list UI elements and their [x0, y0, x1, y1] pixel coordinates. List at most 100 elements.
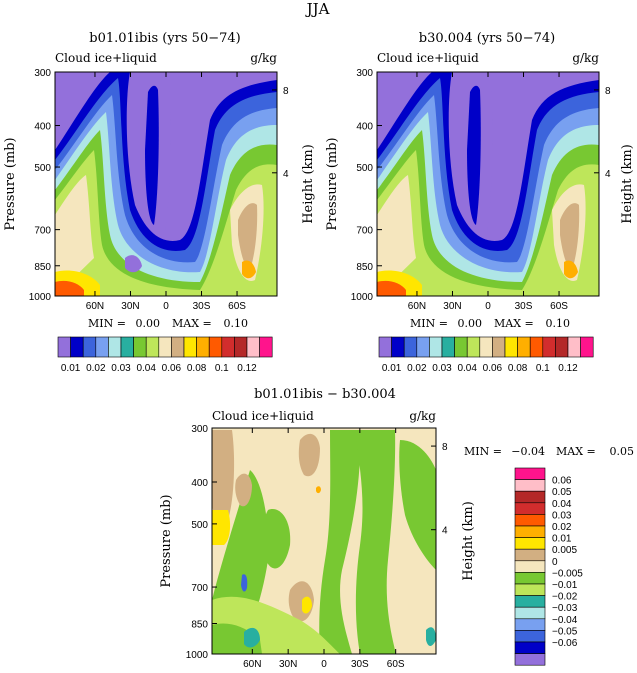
colorbar-label: 0.03 [432, 363, 452, 374]
x-tick-label: 30S [515, 301, 533, 312]
x-tick-label: 0 [485, 301, 491, 312]
colorbar-label: 0.02 [86, 363, 106, 374]
panel-b-min-label: MIN = [410, 317, 448, 330]
colorbar-box [221, 336, 235, 358]
colorbar-box [403, 336, 418, 358]
y-tick-label: 300 [191, 424, 208, 435]
colorbar-label: 0.1 [215, 363, 229, 374]
colorbar-label: 0.02 [407, 363, 427, 374]
x-tick-label: 60S [228, 301, 246, 312]
colorbar-box [514, 525, 546, 538]
y2-tick-label: 4 [442, 526, 448, 537]
x-tick-label: 60S [387, 659, 405, 670]
colorbar-label: 0.12 [237, 363, 257, 374]
colorbar-box [183, 336, 197, 358]
panel-c-title: b01.01ibis − b30.004 [254, 387, 396, 402]
colorbar-label: 0.05 [552, 487, 572, 498]
y-tick-label: 500 [356, 163, 373, 174]
panel-b-ylabel: Pressure (mb) [325, 137, 340, 230]
y2-tick-label: 8 [605, 86, 611, 97]
y-tick-label: 1000 [186, 650, 209, 661]
x-tick-label: 60N [408, 301, 426, 312]
panel-a-title: b01.01ibis (yrs 50−74) [89, 31, 240, 46]
panel-a-colorbar: 0.01 0.02 0.03 0.04 0.06 0.08 0.1 0.12 [57, 336, 273, 374]
panel-c-min-value: −0.04 [511, 445, 545, 458]
y-tick-label: 850 [191, 619, 208, 630]
panel-a: b01.01ibis (yrs 50−74) Cloud ice+liquid … [3, 31, 316, 374]
panel-a-min-value: 0.00 [136, 317, 161, 330]
colorbar-label: 0.01 [552, 534, 572, 545]
colorbar-box [95, 336, 109, 358]
colorbar-label: 0 [552, 557, 558, 568]
colorbar-label: 0.005 [552, 545, 577, 556]
colorbar-box [133, 336, 147, 358]
colorbar-box [514, 548, 546, 562]
panel-c-ticks: 60N 30N 0 30S 60S 300 400 500 700 850 1000 8 4 [186, 424, 448, 670]
colorbar-box [479, 336, 493, 358]
colorbar-box [108, 336, 122, 358]
y2-tick-label: 8 [442, 442, 448, 453]
y-tick-label: 300 [356, 68, 373, 79]
panel-b-contours [377, 72, 599, 296]
panel-c: b01.01ibis − b30.004 Cloud ice+liquid g/… [159, 387, 634, 670]
colorbar-label: 0.01 [61, 363, 81, 374]
y-tick-label: 1000 [29, 292, 52, 303]
y-tick-label: 500 [191, 520, 208, 531]
colorbar-label: 0.04 [457, 363, 477, 374]
colorbar-label: 0.03 [111, 363, 131, 374]
panel-a-right-label: g/kg [250, 51, 277, 65]
colorbar-box [158, 336, 172, 358]
colorbar-label: 0.04 [136, 363, 156, 374]
colorbar-box [504, 336, 518, 358]
x-tick-label: 30N [279, 659, 297, 670]
y-tick-label: 850 [356, 262, 373, 273]
colorbar-label: 0.03 [552, 510, 572, 521]
colorbar-label: −0.01 [552, 580, 578, 591]
panel-a-max-label: MAX = [172, 317, 212, 330]
y-tick-label: 500 [34, 163, 51, 174]
x-tick-label: 30S [351, 659, 369, 670]
colorbar-box [517, 336, 531, 358]
y-tick-label: 700 [191, 583, 208, 594]
x-tick-label: 30N [443, 301, 461, 312]
panel-a-ticks: 60N 30N 0 30S 60S 300 400 500 700 850 1000 8 4 [29, 68, 289, 312]
colorbar-box [82, 336, 97, 358]
colorbar-box [514, 537, 546, 550]
panel-c-y2label: Height (km) [461, 501, 476, 581]
panel-b-right-label: g/kg [572, 51, 599, 65]
figure-title: JJA [305, 0, 330, 18]
colorbar-box [514, 618, 546, 631]
colorbar-box [171, 336, 185, 358]
colorbar-box [57, 336, 71, 358]
colorbar-label: 0.06 [552, 476, 572, 487]
panel-c-max-value: 0.05 [610, 445, 635, 458]
colorbar-label: 0.04 [552, 499, 572, 510]
panel-c-max-label: MAX = [556, 445, 596, 458]
colorbar-box [514, 560, 546, 573]
colorbar-box [196, 336, 210, 358]
colorbar-box [514, 514, 546, 527]
y2-tick-label: 4 [605, 169, 611, 180]
panel-c-min-label: MIN = [464, 445, 502, 458]
colorbar-box [555, 336, 569, 358]
x-tick-label: 60S [550, 301, 568, 312]
colorbar-box [416, 336, 430, 358]
colorbar-box [529, 336, 544, 358]
panel-b-colorbar: 0.01 0.02 0.03 0.04 0.06 0.08 0.1 0.12 [378, 336, 594, 374]
panel-b-max-value: 0.10 [546, 317, 571, 330]
colorbar-label: 0.08 [187, 363, 207, 374]
panel-c-ylabel: Pressure (mb) [159, 494, 174, 587]
colorbar-box [514, 467, 546, 480]
colorbar-label: 0.1 [536, 363, 550, 374]
colorbar-box [378, 336, 392, 358]
colorbar-label: −0.005 [552, 568, 583, 579]
y2-tick-label: 8 [283, 86, 289, 97]
colorbar-box [70, 336, 84, 358]
colorbar-box [246, 336, 260, 358]
panel-c-left-label: Cloud ice+liquid [212, 409, 314, 423]
panel-b-y2label: Height (km) [620, 144, 635, 224]
colorbar-box [514, 606, 546, 620]
y2-tick-label: 4 [283, 169, 289, 180]
colorbar-label: 0.02 [552, 522, 572, 533]
